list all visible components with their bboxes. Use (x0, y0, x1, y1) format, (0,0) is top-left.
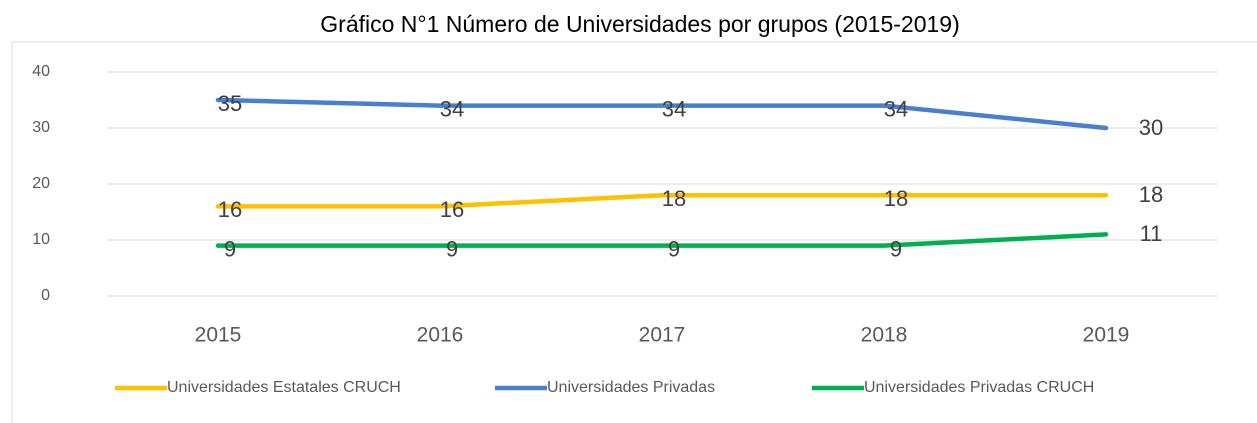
y-tick-label: 30 (32, 119, 50, 136)
x-tick-label: 2017 (639, 324, 686, 347)
data-label: 18 (884, 186, 908, 211)
y-tick-label: 40 (32, 63, 50, 80)
data-label: 34 (662, 96, 686, 121)
series-line (215, 232, 1109, 248)
x-tick-label: 2015 (195, 324, 242, 347)
y-tick-label: 20 (32, 175, 50, 192)
series-line (215, 192, 1109, 209)
data-label: 16 (218, 197, 242, 222)
data-label: 11 (1140, 221, 1163, 246)
y-tick-label: 0 (41, 287, 50, 304)
data-label: 16 (440, 197, 464, 222)
data-label: 18 (1139, 182, 1163, 207)
legend-label: Universidades Privadas (547, 379, 715, 396)
data-label: 35 (218, 91, 242, 116)
data-label: 9 (890, 236, 902, 261)
data-label: 34 (884, 96, 908, 121)
data-label: 9 (668, 236, 680, 261)
data-label: 9 (224, 236, 236, 261)
data-label: 34 (440, 96, 464, 121)
series-line (215, 97, 1109, 131)
legend-label: Universidades Privadas CRUCH (864, 379, 1094, 396)
x-tick-label: 2016 (417, 324, 464, 347)
chart-title: Gráfico N°1 Número de Universidades por … (320, 11, 959, 37)
data-label: 30 (1139, 115, 1163, 140)
legend-label: Universidades Estatales CRUCH (167, 379, 401, 396)
data-label: 18 (662, 186, 686, 211)
x-tick-label: 2019 (1083, 324, 1130, 347)
x-tick-label: 2018 (861, 324, 908, 347)
data-label: 9 (446, 236, 458, 261)
y-tick-label: 10 (32, 231, 50, 248)
